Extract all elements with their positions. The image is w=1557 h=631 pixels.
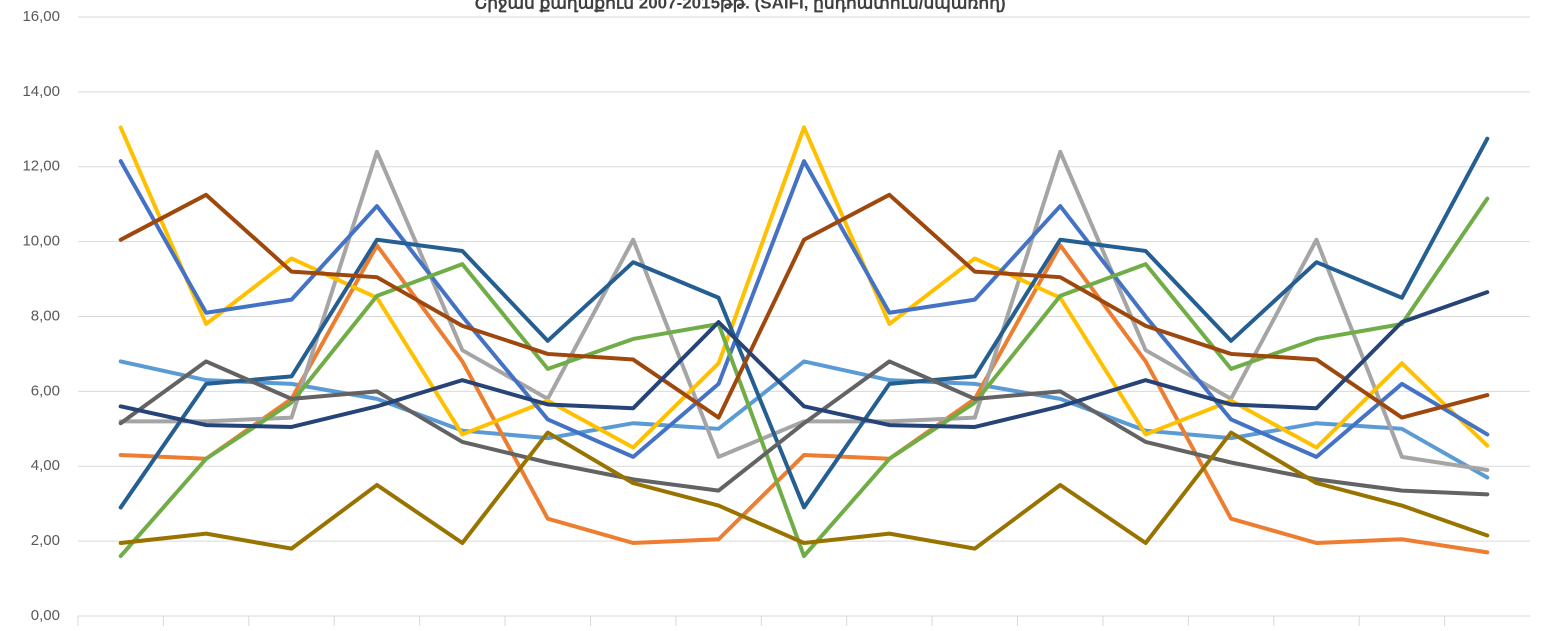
series-line bbox=[118, 125, 1490, 450]
chart-title: Շրջան քաղաքում 2007-2015թթ. (SAIFI, ընդհ… bbox=[474, 0, 1005, 12]
series-line bbox=[118, 136, 1490, 510]
y-tick-label: 10,00 bbox=[22, 233, 60, 250]
series-line bbox=[118, 359, 1490, 497]
series-line bbox=[118, 290, 1490, 429]
y-tick-label: 16,00 bbox=[22, 8, 60, 25]
y-tick-label: 12,00 bbox=[22, 158, 60, 175]
series-line bbox=[118, 196, 1490, 559]
series-line bbox=[118, 430, 1490, 551]
series-line bbox=[118, 243, 1490, 555]
y-tick-label: 8,00 bbox=[31, 307, 60, 324]
y-tick-label: 4,00 bbox=[31, 457, 60, 474]
y-tick-label: 14,00 bbox=[22, 83, 60, 100]
series-line bbox=[118, 192, 1490, 420]
series-line bbox=[118, 159, 1490, 459]
y-tick-label: 6,00 bbox=[31, 382, 60, 399]
y-tick-label: 2,00 bbox=[31, 532, 60, 549]
y-tick-label: 0,00 bbox=[31, 607, 60, 624]
